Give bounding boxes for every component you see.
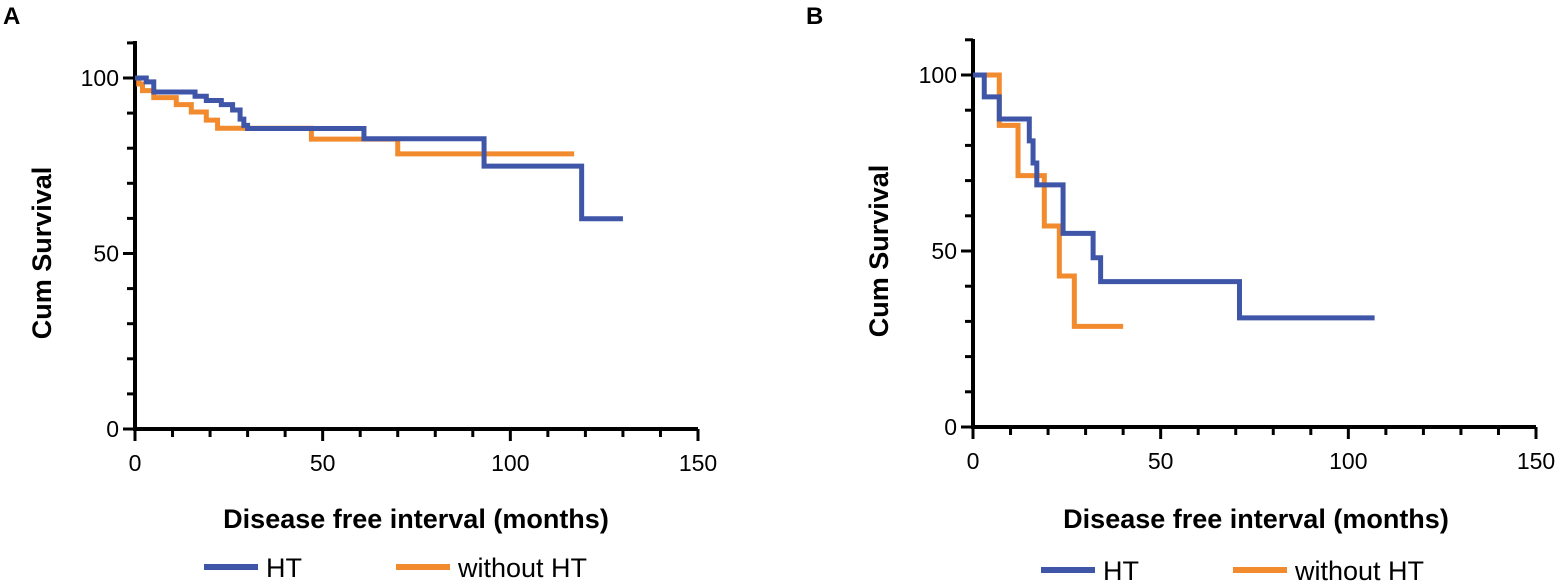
panel-b-x-tick-label: 100 xyxy=(1329,448,1367,474)
panel-b-x-tick-label: 50 xyxy=(1148,448,1174,474)
panel-a-x-tick-label: 0 xyxy=(129,450,142,476)
panel-b-y-axis-title: Cum Survival xyxy=(864,165,894,338)
panel-a-series-without-ht-curve xyxy=(135,75,575,157)
panel-b-label: B xyxy=(806,3,823,30)
panel-a-legend-without-ht-label: without HT xyxy=(457,553,587,581)
panel-a-x-axis-title: Disease free interval (months) xyxy=(223,504,609,534)
panel-a-x-tick-label: 150 xyxy=(679,450,717,476)
panel-b-x-tick-label: 0 xyxy=(967,448,980,474)
panel-a-y-tick-label: 50 xyxy=(93,241,119,267)
panel-b-series-ht-curve xyxy=(973,72,1375,321)
panel-b-series-without-ht-curve xyxy=(973,72,1124,329)
panel-b-x-axis-title: Disease free interval (months) xyxy=(1063,504,1449,534)
panel-b-legend-ht-label: HT xyxy=(1103,556,1139,581)
panel-a-series-ht-curve xyxy=(135,75,623,222)
panel-a-y-tick-label: 0 xyxy=(106,416,119,442)
panel-b-legend-without-ht-label: without HT xyxy=(1294,556,1424,581)
panel-a-x-tick-label: 100 xyxy=(491,450,529,476)
panel-b-y-tick-label: 100 xyxy=(919,62,957,88)
panel-a-y-axis-title: Cum Survival xyxy=(27,167,57,340)
panel-b-x-tick-label: 150 xyxy=(1517,448,1555,474)
panel-b-y-tick-label: 0 xyxy=(944,414,957,440)
panel-a-label: A xyxy=(3,3,20,30)
panel-a-legend-ht-label: HT xyxy=(266,553,302,581)
panel-a-y-tick-label: 100 xyxy=(81,65,119,91)
panel-a-x-tick-label: 50 xyxy=(310,450,336,476)
panel-b-y-tick-label: 50 xyxy=(931,238,957,264)
